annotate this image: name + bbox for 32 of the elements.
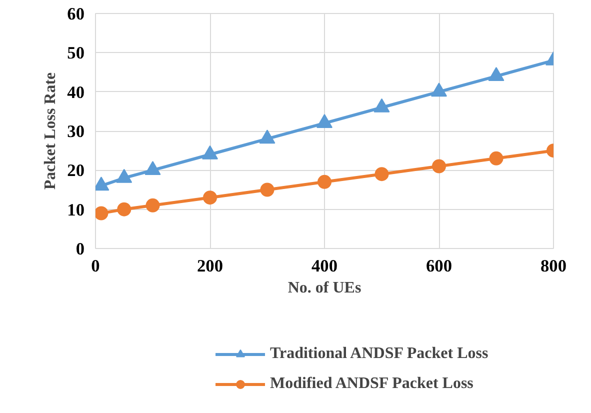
y-tick-label: 20	[67, 161, 84, 180]
point	[489, 151, 504, 166]
point	[146, 198, 160, 212]
point	[374, 167, 389, 182]
y-tick-label: 30	[67, 122, 84, 141]
point	[318, 174, 332, 189]
y-tick-label: 40	[67, 82, 84, 102]
point	[488, 67, 504, 81]
y-tick-label: 50	[67, 44, 84, 63]
x-tick-label: 600	[426, 256, 452, 276]
point	[431, 82, 447, 97]
x-tick-label: 200	[197, 256, 224, 276]
point	[259, 130, 276, 144]
y-axis-title: Packet Loss Rate	[42, 72, 60, 190]
legend-label: Traditional ANDSF Packet Loss	[270, 345, 488, 363]
x-axis-title: No. of UEs	[288, 280, 362, 296]
point	[260, 182, 274, 197]
point	[432, 159, 446, 174]
x-tick-label: 0	[91, 256, 100, 276]
point	[144, 161, 161, 175]
y-tick-label: 10	[67, 200, 84, 220]
x-tick-label: 400	[312, 256, 338, 276]
point	[374, 98, 390, 112]
legend-label: Modified ANDSF Packet Loss	[270, 375, 474, 393]
y-tick-label: 60	[67, 4, 84, 24]
point	[202, 145, 218, 160]
point	[117, 202, 132, 216]
point	[316, 114, 332, 128]
y-tick-label: 0	[76, 240, 85, 258]
x-tick-label: 800	[540, 256, 567, 276]
point	[96, 206, 108, 220]
point	[203, 190, 217, 205]
